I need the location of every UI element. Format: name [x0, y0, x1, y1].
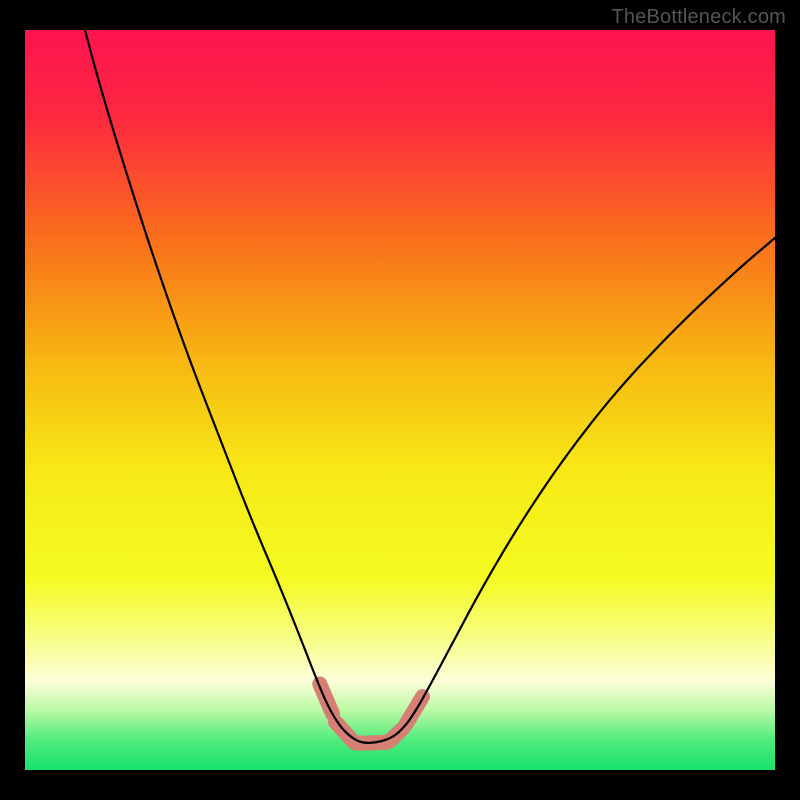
bottleneck-chart	[0, 0, 800, 800]
plot-area	[25, 30, 775, 770]
chart-canvas: TheBottleneck.com	[0, 0, 800, 800]
watermark: TheBottleneck.com	[611, 6, 786, 29]
